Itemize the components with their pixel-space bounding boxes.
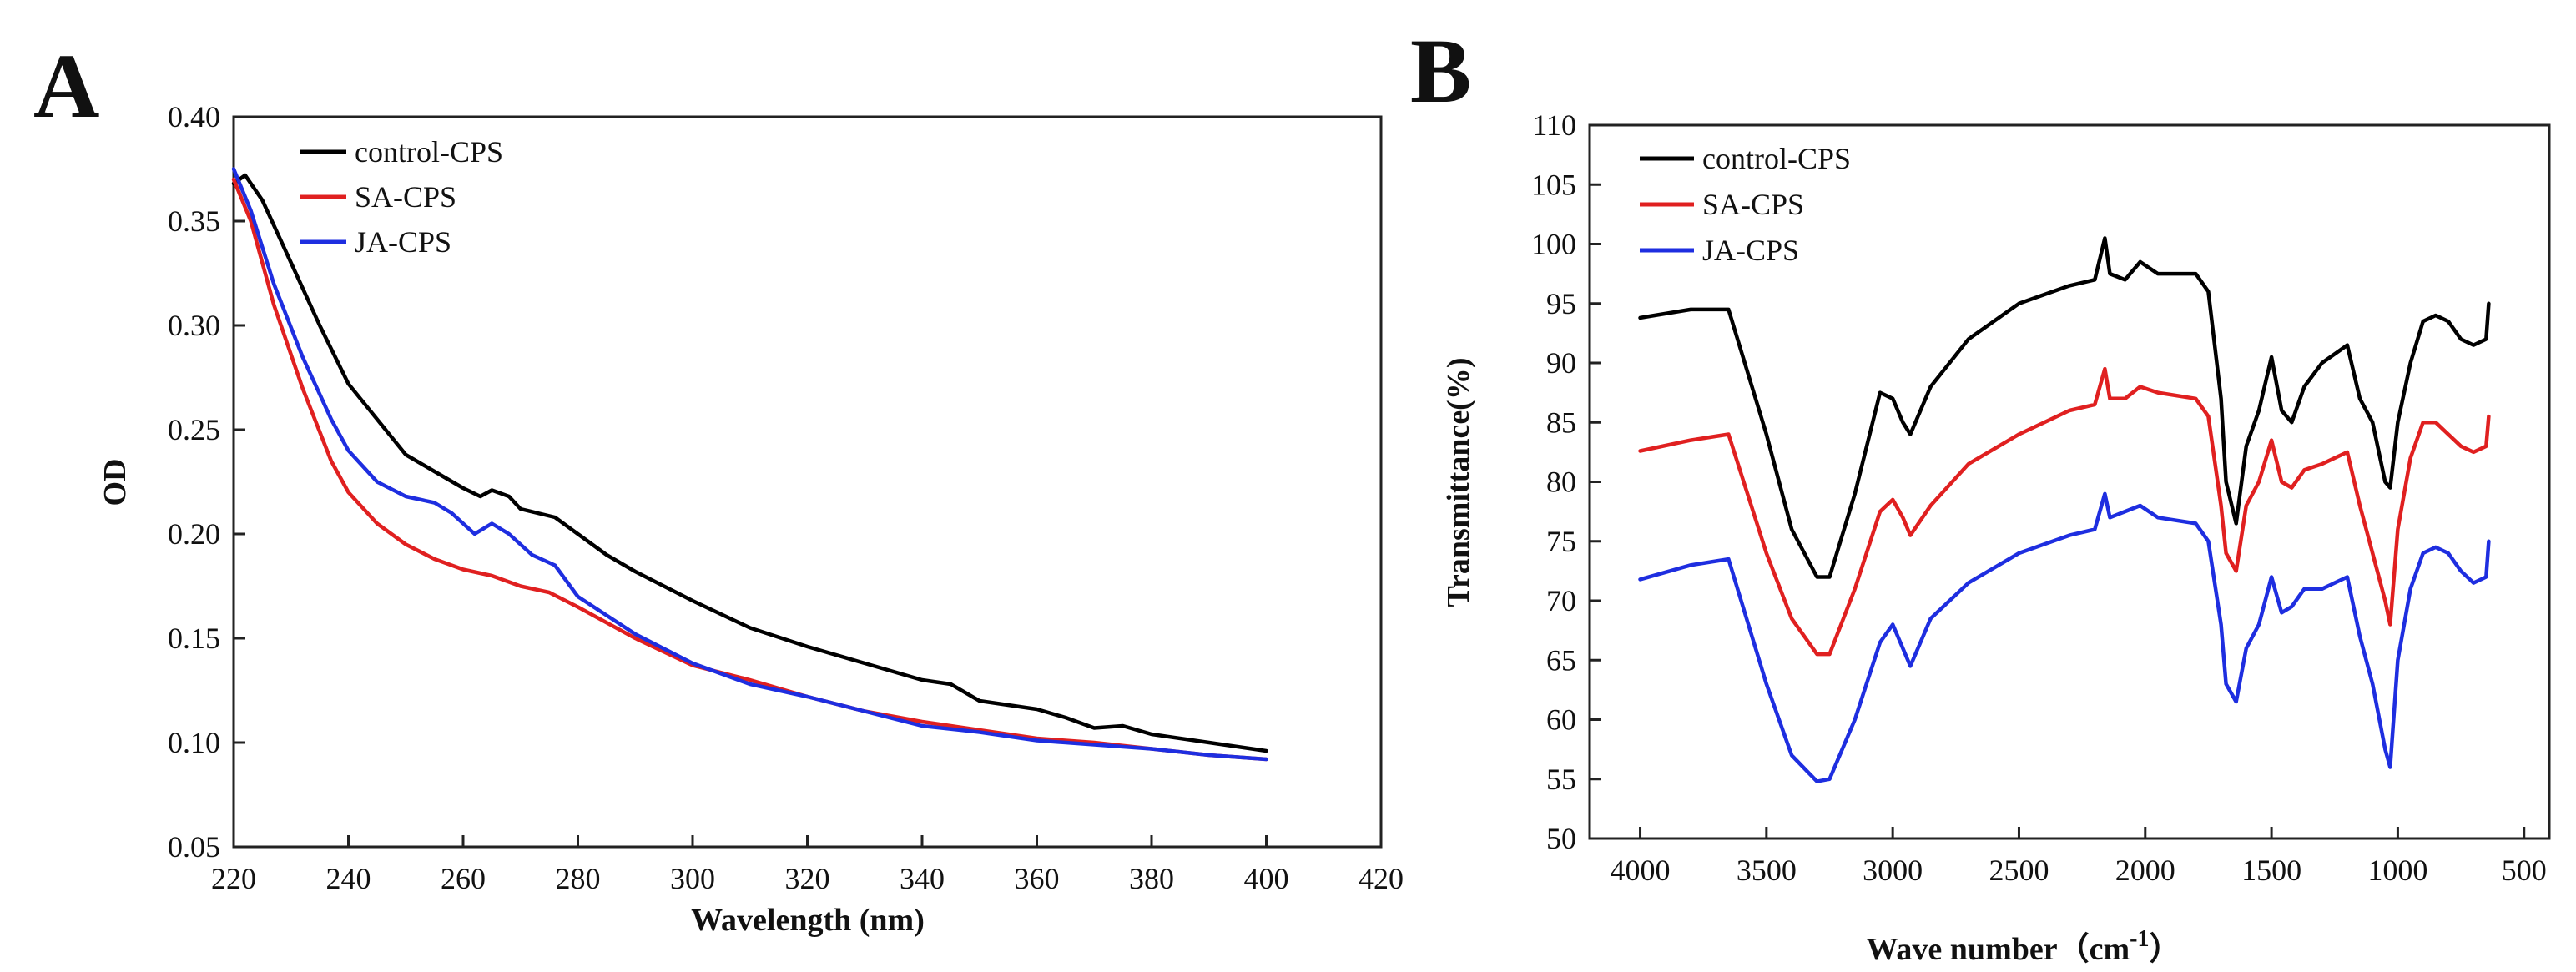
panel-b-legend: control-CPS SA-CPS JA-CPS (1640, 142, 1851, 267)
panel-a-x-tick-label: 280 (556, 862, 601, 895)
panel-b-y-tick-label: 55 (1546, 763, 1576, 796)
panel-a-x-ticks: 220 240 260 280 300 320 340 360 380 400 420 (211, 835, 1404, 895)
panel-b-y-tick-label: 60 (1546, 703, 1576, 737)
panel-b-x-tick-label: 3500 (1737, 854, 1797, 887)
panel-b-y-tick-label: 80 (1546, 466, 1576, 499)
panel-a-x-tick-label: 240 (326, 862, 371, 895)
panel-a-y-tick-label: 0.35 (168, 204, 220, 238)
panel-a-y-tick-label: 0.30 (168, 309, 220, 342)
panel-b-y-tick-label: 70 (1546, 584, 1576, 617)
legend-label-control-cps: control-CPS (355, 135, 503, 169)
panel-a-y-ticks: 0.05 0.10 0.15 0.20 0.25 0.30 0.35 0.40 (168, 100, 245, 864)
panel-b-x-tick-label: 2000 (2115, 854, 2175, 887)
panel-b-x-tick-label: 3000 (1863, 854, 1923, 887)
panel-b-series (1638, 236, 2491, 783)
panel-a-x-tick-label: 340 (900, 862, 945, 895)
panel-a-y-tick-label: 0.05 (168, 830, 220, 864)
panel-b-x-tick-label: 2500 (1989, 854, 2049, 887)
panel-b-x-tick-label: 1000 (2367, 854, 2427, 887)
panel-a-x-tick-label: 220 (211, 862, 256, 895)
panel-a-y-tick-label: 0.10 (168, 726, 220, 759)
panel-a-x-tick-label: 360 (1015, 862, 1060, 895)
panel-a-y-tick-label: 0.25 (168, 413, 220, 446)
panel-a-x-tick-label: 320 (785, 862, 830, 895)
legend-label-control-cps: control-CPS (1702, 142, 1851, 175)
panel-a-series-sa-cps-line (231, 177, 1268, 762)
panel-b-series-control-cps-line (1638, 236, 2491, 579)
panel-b-x-tick-label: 500 (2502, 854, 2547, 887)
panel-a-x-tick-label: 420 (1359, 862, 1404, 895)
panel-b-y-axis-title: Transmittance(%) (1441, 357, 1476, 607)
panel-b-x-axis-title-main: Wave number（cm (1867, 932, 2130, 967)
panel-a-x-tick-label: 260 (441, 862, 486, 895)
legend-label-sa-cps: SA-CPS (1702, 188, 1804, 221)
legend-label-ja-cps: JA-CPS (355, 225, 451, 259)
panel-b-x-axis-title: Wave number（cm-1） (1867, 926, 2181, 967)
legend-label-sa-cps: SA-CPS (355, 180, 456, 214)
panel-b-y-tick-label: 105 (1531, 168, 1576, 201)
panel-b-y-tick-label: 110 (1532, 108, 1576, 142)
panel-b-y-tick-label: 75 (1546, 525, 1576, 558)
panel-b-y-tick-label: 95 (1546, 287, 1576, 320)
panel-b-y-tick-label: 100 (1531, 228, 1576, 261)
panel-b-x-tick-label: 4000 (1611, 854, 1671, 887)
panel-b-y-tick-label: 85 (1546, 405, 1576, 439)
panel-a-series-ja-cps-line (231, 167, 1268, 762)
panel-b-x-axis-title-superscript: -1 (2130, 926, 2149, 952)
panel-a-x-tick-label: 400 (1244, 862, 1289, 895)
panel-a-series (231, 167, 1268, 762)
panel-a-uv-spectrum: A 220 240 260 280 300 320 340 360 380 400 420 0.05… (33, 35, 1404, 938)
panel-b-series-ja-cps-line (1638, 491, 2491, 783)
panel-b-x-ticks: 4000 3500 3000 2500 2000 1500 1000 500 (1611, 827, 2547, 887)
panel-a-x-tick-label: 380 (1129, 862, 1174, 895)
panel-a-y-tick-label: 0.15 (168, 622, 220, 655)
panel-b-ftir-spectrum: B 4000 3500 3000 2500 2000 1500 1000 500 50 55 60… (1410, 20, 2551, 967)
panel-a-y-axis-title: OD (98, 459, 133, 506)
legend-label-ja-cps: JA-CPS (1702, 234, 1799, 267)
panel-b-series-sa-cps-line (1638, 366, 2491, 657)
panel-a-letter: A (33, 35, 99, 137)
panel-b-letter: B (1410, 20, 1471, 122)
panel-b-y-ticks: 50 55 60 65 70 75 80 85 90 95 100 105 110 (1531, 108, 1601, 855)
panel-b-y-tick-label: 65 (1546, 643, 1576, 677)
panel-a-series-control-cps-line (231, 173, 1268, 753)
panel-a-x-axis-title: Wavelength (nm) (691, 903, 925, 938)
panel-b-y-tick-label: 90 (1546, 346, 1576, 380)
panel-b-x-tick-label: 1500 (2241, 854, 2301, 887)
panel-a-y-tick-label: 0.20 (168, 517, 220, 551)
panel-a-x-tick-label: 300 (670, 862, 715, 895)
panel-a-y-tick-label: 0.40 (168, 100, 220, 133)
panel-b-x-axis-title-suffix: ） (2149, 932, 2180, 967)
panel-b-y-tick-label: 50 (1546, 822, 1576, 855)
panel-a-legend: control-CPS SA-CPS JA-CPS (300, 135, 503, 259)
